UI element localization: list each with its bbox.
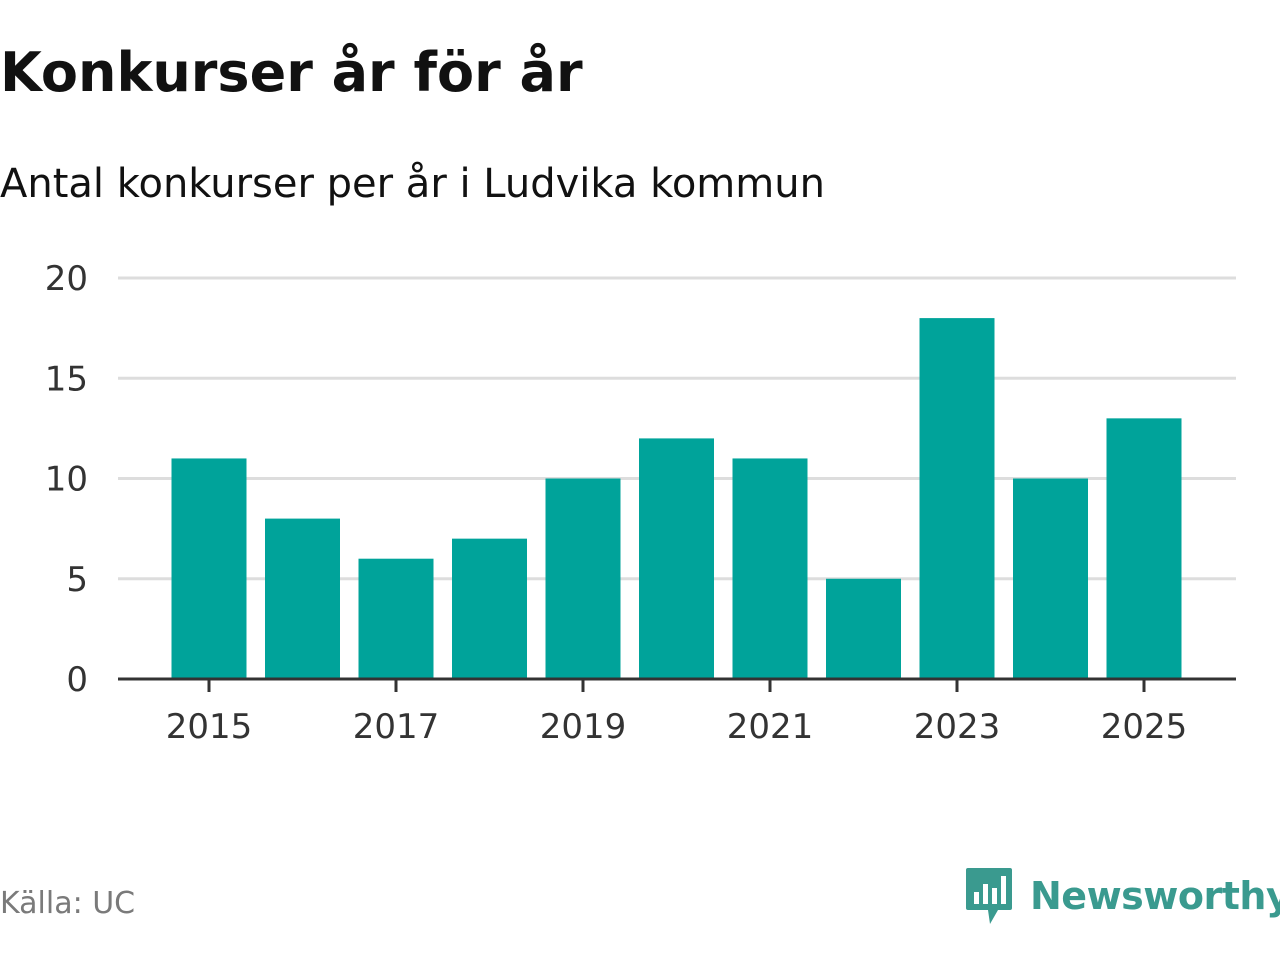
y-tick-label: 10 bbox=[45, 460, 88, 500]
chart-subtitle: Antal konkurser per år i Ludvika kommun bbox=[0, 161, 825, 207]
bar-2021 bbox=[732, 458, 808, 679]
bar-2025 bbox=[1106, 418, 1182, 679]
chart-title: Konkurser år för år bbox=[0, 41, 583, 104]
newsworthy-logo-icon bbox=[966, 868, 1012, 924]
bar-chart: 0 5 10 15 20 2015 2017 2019 2021 2023 2025 bbox=[45, 259, 1236, 747]
bar-2017 bbox=[358, 558, 434, 679]
y-tick-label: 5 bbox=[66, 560, 88, 600]
x-tick-label-2023: 2023 bbox=[914, 707, 1001, 747]
y-tick-label: 0 bbox=[66, 660, 88, 700]
x-tick-label-2017: 2017 bbox=[353, 707, 440, 747]
brand-name: Newsworthy bbox=[1030, 874, 1280, 918]
bar-2023 bbox=[919, 318, 995, 679]
x-tick-label-2019: 2019 bbox=[540, 707, 627, 747]
y-tick-label: 15 bbox=[45, 359, 88, 399]
bars bbox=[171, 318, 1182, 679]
bar-2015 bbox=[171, 458, 247, 679]
source-note: Källa: UC bbox=[0, 886, 136, 921]
bar-2020 bbox=[639, 438, 714, 679]
x-tick-label-2025: 2025 bbox=[1101, 707, 1188, 747]
brand-logo: Newsworthy bbox=[964, 866, 1280, 926]
x-axis-tick-labels: 2015 2017 2019 2021 2023 2025 bbox=[166, 707, 1188, 747]
y-tick-label: 20 bbox=[45, 259, 88, 299]
x-tick-label-2015: 2015 bbox=[166, 707, 253, 747]
bar-2024 bbox=[1013, 478, 1088, 679]
y-axis-tick-labels: 0 5 10 15 20 bbox=[45, 259, 88, 700]
bar-2016 bbox=[265, 518, 340, 679]
x-axis bbox=[118, 677, 1236, 692]
bar-2018 bbox=[452, 538, 527, 679]
bar-2022 bbox=[826, 578, 901, 679]
bar-2019 bbox=[545, 478, 621, 679]
x-tick-label-2021: 2021 bbox=[727, 707, 814, 747]
